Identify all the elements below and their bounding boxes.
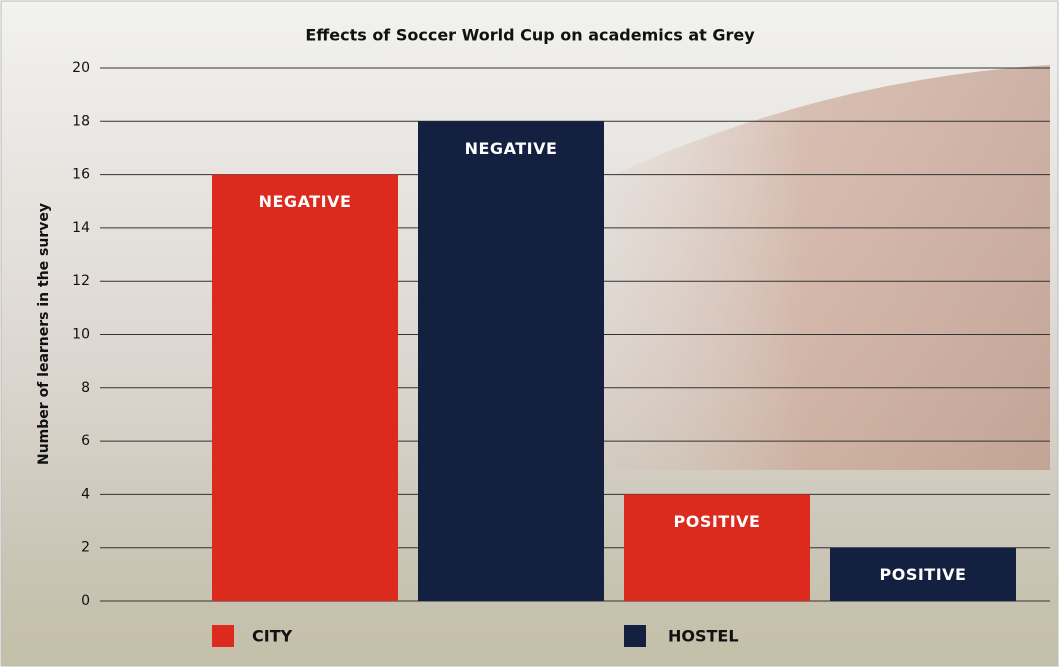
bar bbox=[418, 121, 604, 602]
legend: CITY HOSTEL bbox=[212, 625, 739, 647]
legend-swatch bbox=[212, 625, 234, 647]
legend-label: HOSTEL bbox=[668, 627, 739, 646]
bar-label: NEGATIVE bbox=[465, 139, 558, 158]
y-tick-label: 18 bbox=[72, 113, 90, 129]
y-tick-label: 8 bbox=[81, 380, 90, 396]
y-tick-label: 6 bbox=[81, 433, 90, 449]
chart-title: Effects of Soccer World Cup on academics… bbox=[305, 26, 755, 45]
bar-label: NEGATIVE bbox=[259, 192, 352, 211]
bar bbox=[624, 494, 810, 601]
y-tick-label: 14 bbox=[72, 220, 90, 236]
bar-label: POSITIVE bbox=[674, 512, 761, 531]
legend-swatch bbox=[624, 625, 646, 647]
bar-label: POSITIVE bbox=[880, 565, 967, 584]
y-tick-label: 10 bbox=[72, 327, 90, 343]
y-tick-label: 4 bbox=[81, 486, 90, 502]
y-tick-label: 12 bbox=[72, 273, 90, 289]
bar bbox=[830, 547, 1016, 601]
y-tick-label: 16 bbox=[72, 167, 90, 183]
y-tick-label: 2 bbox=[81, 540, 90, 556]
legend-label: CITY bbox=[252, 627, 293, 646]
bar bbox=[212, 174, 398, 601]
y-tick-label: 0 bbox=[81, 593, 90, 609]
bars: NEGATIVE NEGATIVE POSITIVE POSITIVE bbox=[212, 121, 1016, 602]
background-photo bbox=[560, 65, 1050, 470]
y-tick-label: 20 bbox=[72, 60, 90, 76]
y-axis-label: Number of learners in the survey bbox=[36, 203, 52, 465]
